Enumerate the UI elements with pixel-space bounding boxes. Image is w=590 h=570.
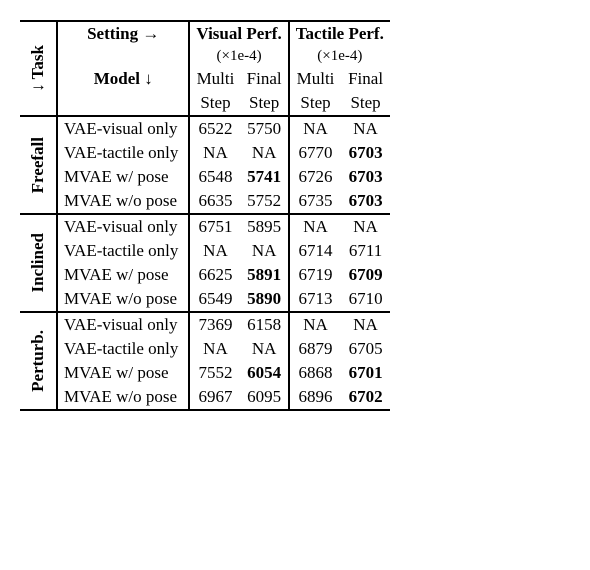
tactile-final-step: Step [341, 91, 390, 116]
model-name: MVAE w/o pose [57, 385, 189, 410]
table-cell: 6770 [289, 141, 342, 165]
table-cell: 7369 [189, 312, 240, 337]
table-cell: 6713 [289, 287, 342, 312]
table-cell: 6635 [189, 189, 240, 214]
table-cell: 5750 [241, 116, 289, 141]
table-cell: NA [289, 116, 342, 141]
model-name: MVAE w/ pose [57, 165, 189, 189]
table-cell: NA [341, 312, 390, 337]
table-cell: NA [189, 337, 240, 361]
model-name: VAE-tactile only [57, 337, 189, 361]
model-name: VAE-tactile only [57, 141, 189, 165]
table-cell: NA [189, 141, 240, 165]
model-name: VAE-visual only [57, 312, 189, 337]
table-cell: NA [289, 312, 342, 337]
table-cell: 6726 [289, 165, 342, 189]
table-cell: 6522 [189, 116, 240, 141]
model-name: MVAE w/ pose [57, 361, 189, 385]
tactile-final-label: Final [341, 67, 390, 91]
model-label: Model ↓ [57, 67, 189, 91]
table-cell: NA [241, 239, 289, 263]
table-cell: 6735 [289, 189, 342, 214]
model-name: VAE-tactile only [57, 239, 189, 263]
tactile-scale: (×1e-4) [289, 46, 390, 67]
table-cell: NA [241, 337, 289, 361]
model-name: VAE-visual only [57, 116, 189, 141]
visual-multi-step: Step [189, 91, 240, 116]
table-cell: 6714 [289, 239, 342, 263]
visual-multi-label: Multi [189, 67, 240, 91]
table-cell: NA [341, 214, 390, 239]
visual-final-label: Final [241, 67, 289, 91]
table-cell: 6625 [189, 263, 240, 287]
model-name: MVAE w/ pose [57, 263, 189, 287]
table-cell: 5752 [241, 189, 289, 214]
table-cell: 6719 [289, 263, 342, 287]
model-name: MVAE w/o pose [57, 287, 189, 312]
table-cell: 6896 [289, 385, 342, 410]
table-cell: 6703 [341, 189, 390, 214]
table-cell: 6879 [289, 337, 342, 361]
visual-scale: (×1e-4) [189, 46, 288, 67]
results-table: ↓ Task Setting → Visual Perf. Tactile Pe… [20, 20, 390, 411]
table-cell: 6158 [241, 312, 289, 337]
table-cell: 6703 [341, 141, 390, 165]
setting-label: Setting → [57, 21, 189, 46]
table-cell: 6549 [189, 287, 240, 312]
task-label-perturb: Perturb. [26, 326, 50, 396]
table-cell: 7552 [189, 361, 240, 385]
table-cell: 5895 [241, 214, 289, 239]
table-cell: 6054 [241, 361, 289, 385]
tactile-multi-step: Step [289, 91, 342, 116]
table-cell: 6705 [341, 337, 390, 361]
table-cell: NA [341, 116, 390, 141]
visual-final-step: Step [241, 91, 289, 116]
table-cell: 6711 [341, 239, 390, 263]
table-cell: NA [189, 239, 240, 263]
table-cell: 6702 [341, 385, 390, 410]
table-cell: NA [241, 141, 289, 165]
table-cell: NA [289, 214, 342, 239]
model-name: VAE-visual only [57, 214, 189, 239]
table-cell: 6548 [189, 165, 240, 189]
table-cell: 6967 [189, 385, 240, 410]
table-cell: 6751 [189, 214, 240, 239]
visual-perf-header: Visual Perf. [189, 21, 288, 46]
table-cell: 6703 [341, 165, 390, 189]
task-label-inclined: Inclined [26, 229, 50, 297]
table-cell: 5741 [241, 165, 289, 189]
table-cell: 6868 [289, 361, 342, 385]
table-cell: 6709 [341, 263, 390, 287]
tactile-multi-label: Multi [289, 67, 342, 91]
task-axis-label: ↓ Task [26, 41, 50, 96]
model-name: MVAE w/o pose [57, 189, 189, 214]
tactile-perf-header: Tactile Perf. [289, 21, 390, 46]
table-cell: 5890 [241, 287, 289, 312]
table-cell: 6710 [341, 287, 390, 312]
task-label-freefall: Freefall [26, 133, 50, 197]
table-cell: 6701 [341, 361, 390, 385]
table-cell: 6095 [241, 385, 289, 410]
table-cell: 5891 [241, 263, 289, 287]
